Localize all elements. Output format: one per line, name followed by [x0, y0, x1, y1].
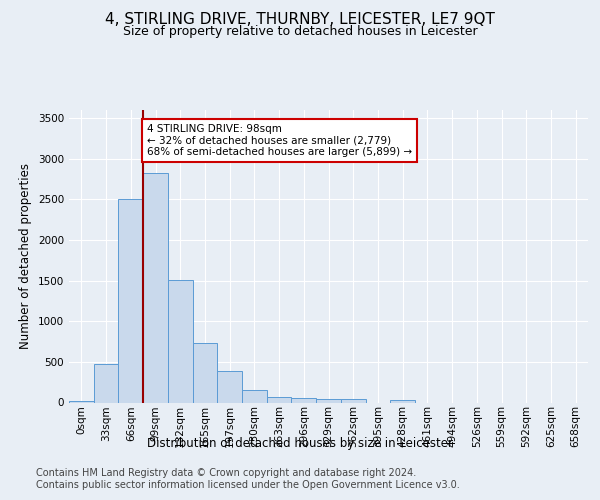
Bar [292, 398, 316, 402]
Bar [390, 400, 415, 402]
Text: 4 STIRLING DRIVE: 98sqm
← 32% of detached houses are smaller (2,779)
68% of semi: 4 STIRLING DRIVE: 98sqm ← 32% of detache… [147, 124, 412, 157]
Bar [193, 343, 217, 402]
Bar [341, 399, 365, 402]
Bar [94, 364, 118, 403]
Bar [267, 397, 292, 402]
Bar [217, 371, 242, 402]
Bar [168, 280, 193, 402]
Text: Distribution of detached houses by size in Leicester: Distribution of detached houses by size … [147, 438, 453, 450]
Bar [242, 390, 267, 402]
Bar [69, 401, 94, 402]
Text: Contains public sector information licensed under the Open Government Licence v3: Contains public sector information licen… [36, 480, 460, 490]
Text: Size of property relative to detached houses in Leicester: Size of property relative to detached ho… [122, 25, 478, 38]
Text: Contains HM Land Registry data © Crown copyright and database right 2024.: Contains HM Land Registry data © Crown c… [36, 468, 416, 477]
Bar [118, 198, 143, 402]
Text: 4, STIRLING DRIVE, THURNBY, LEICESTER, LE7 9QT: 4, STIRLING DRIVE, THURNBY, LEICESTER, L… [105, 12, 495, 28]
Y-axis label: Number of detached properties: Number of detached properties [19, 163, 32, 349]
Bar [316, 399, 341, 402]
Bar [143, 172, 168, 402]
